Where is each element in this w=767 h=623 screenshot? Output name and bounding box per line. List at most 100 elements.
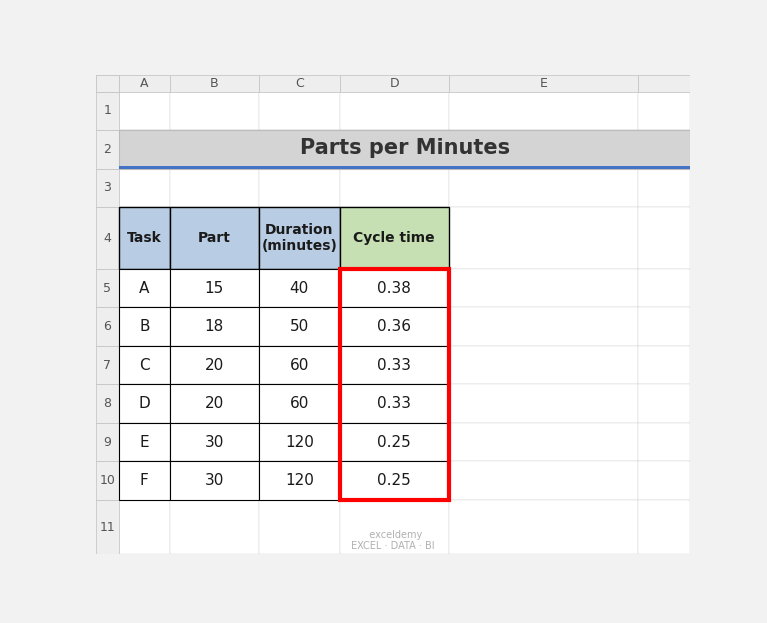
- Bar: [119, 307, 170, 346]
- Bar: [258, 384, 340, 423]
- Bar: [258, 346, 340, 384]
- Bar: [258, 269, 340, 307]
- Text: 0.33: 0.33: [377, 396, 411, 411]
- Bar: [340, 384, 449, 423]
- Text: Parts per Minutes: Parts per Minutes: [300, 138, 510, 158]
- Text: 5: 5: [104, 282, 111, 295]
- Text: 20: 20: [205, 358, 224, 373]
- Bar: [340, 500, 449, 554]
- Text: 7: 7: [104, 359, 111, 371]
- Bar: [119, 307, 170, 346]
- Bar: [96, 307, 119, 346]
- Bar: [638, 346, 690, 384]
- Bar: [449, 169, 638, 207]
- Bar: [170, 346, 258, 384]
- Bar: [340, 307, 449, 346]
- Bar: [449, 130, 638, 169]
- Bar: [258, 207, 340, 269]
- Text: C: C: [295, 77, 304, 90]
- Text: 0.25: 0.25: [377, 473, 411, 488]
- Text: D: D: [390, 77, 399, 90]
- Text: 0.36: 0.36: [377, 319, 411, 334]
- Bar: [258, 384, 340, 423]
- Bar: [340, 346, 449, 384]
- Bar: [340, 269, 449, 500]
- Text: Duration
(minutes): Duration (minutes): [262, 223, 337, 253]
- Bar: [340, 346, 449, 384]
- Bar: [96, 75, 119, 92]
- Text: 1: 1: [104, 105, 111, 118]
- Bar: [170, 307, 258, 346]
- Bar: [170, 207, 258, 269]
- Bar: [638, 500, 690, 554]
- Text: E: E: [140, 435, 149, 450]
- Bar: [449, 346, 638, 384]
- Bar: [449, 384, 638, 423]
- Bar: [258, 461, 340, 500]
- Bar: [119, 346, 170, 384]
- Bar: [638, 169, 690, 207]
- Bar: [96, 423, 119, 461]
- Bar: [96, 500, 119, 554]
- Bar: [340, 461, 449, 500]
- Text: 30: 30: [204, 435, 224, 450]
- Bar: [119, 423, 170, 461]
- Bar: [258, 207, 340, 269]
- Bar: [96, 269, 119, 307]
- Text: Cycle time: Cycle time: [354, 231, 435, 245]
- Bar: [258, 130, 340, 169]
- Text: 10: 10: [100, 474, 116, 487]
- Text: Task: Task: [127, 231, 162, 245]
- Bar: [340, 207, 449, 269]
- Text: 30: 30: [204, 473, 224, 488]
- Bar: [119, 461, 170, 500]
- Bar: [449, 461, 638, 500]
- Bar: [638, 92, 690, 130]
- Text: A: A: [140, 77, 149, 90]
- Bar: [340, 461, 449, 500]
- Bar: [638, 384, 690, 423]
- Bar: [170, 269, 258, 307]
- Bar: [638, 269, 690, 307]
- Bar: [258, 500, 340, 554]
- Text: F: F: [140, 473, 149, 488]
- Bar: [258, 423, 340, 461]
- Text: 6: 6: [104, 320, 111, 333]
- Text: 18: 18: [205, 319, 224, 334]
- Bar: [340, 130, 449, 169]
- Text: 60: 60: [290, 396, 309, 411]
- Bar: [258, 75, 340, 92]
- Bar: [258, 346, 340, 384]
- Bar: [119, 92, 170, 130]
- Text: D: D: [138, 396, 150, 411]
- Text: 9: 9: [104, 435, 111, 449]
- Bar: [340, 307, 449, 346]
- Bar: [638, 461, 690, 500]
- Bar: [96, 384, 119, 423]
- Bar: [449, 500, 638, 554]
- Text: 120: 120: [285, 473, 314, 488]
- Text: 120: 120: [285, 435, 314, 450]
- Bar: [119, 269, 170, 307]
- Bar: [170, 423, 258, 461]
- Bar: [258, 461, 340, 500]
- Text: 0.25: 0.25: [377, 435, 411, 450]
- Text: B: B: [139, 319, 150, 334]
- Text: 11: 11: [100, 521, 115, 534]
- Bar: [170, 130, 258, 169]
- Bar: [119, 207, 170, 269]
- Bar: [638, 423, 690, 461]
- Bar: [340, 207, 449, 269]
- Bar: [119, 500, 170, 554]
- Bar: [119, 130, 170, 169]
- Bar: [340, 92, 449, 130]
- Bar: [638, 207, 690, 269]
- Bar: [119, 130, 690, 169]
- Bar: [449, 269, 638, 307]
- Text: 60: 60: [290, 358, 309, 373]
- Bar: [96, 130, 119, 169]
- Bar: [638, 130, 690, 169]
- Bar: [170, 461, 258, 500]
- Bar: [170, 384, 258, 423]
- Bar: [449, 207, 638, 269]
